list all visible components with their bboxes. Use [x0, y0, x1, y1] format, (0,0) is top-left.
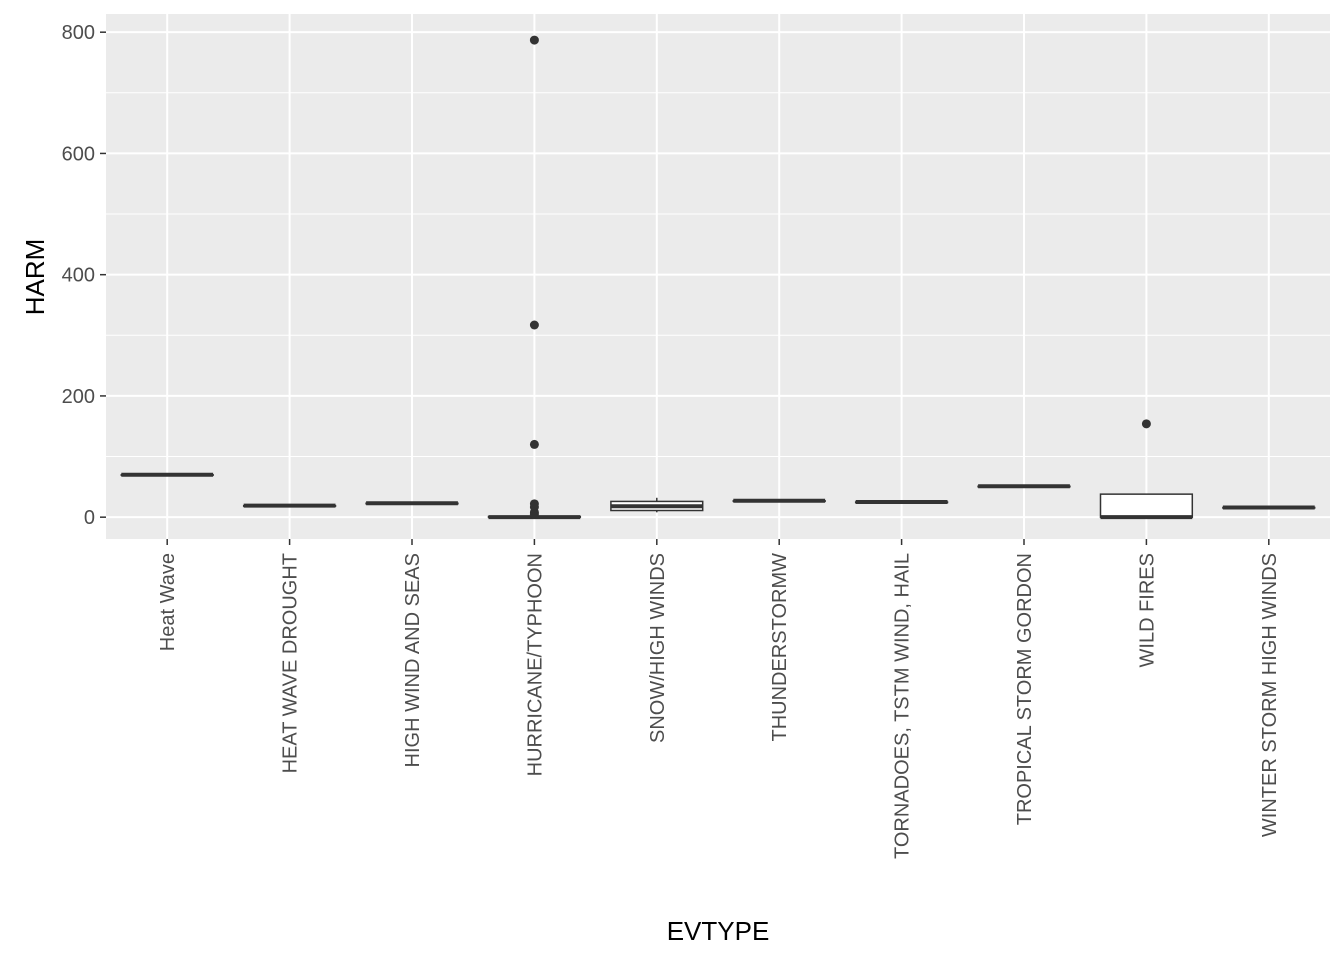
y-tick-label: 600	[62, 143, 95, 165]
boxes	[120, 35, 1316, 520]
y-axis-ticks: 0 200 400 600 800	[62, 22, 106, 529]
x-tick-label: SNOW/HIGH WINDS	[647, 553, 669, 743]
grid-lines	[106, 14, 1330, 539]
y-tick-label: 200	[62, 386, 95, 408]
box-group	[977, 484, 1071, 489]
box-group	[1099, 419, 1194, 520]
y-axis-title: HARM	[20, 239, 50, 316]
outlier-point	[529, 439, 539, 449]
x-tick-label: Heat Wave	[157, 553, 179, 651]
x-axis-title: EVTYPE	[667, 916, 770, 946]
box-group	[365, 501, 459, 506]
x-tick-label: WILD FIRES	[1136, 553, 1158, 667]
y-tick-label: 800	[62, 22, 95, 44]
box-group	[242, 503, 337, 508]
y-tick-label: 400	[62, 265, 95, 287]
y-tick-label: 0	[84, 507, 95, 529]
box-group	[854, 500, 949, 505]
outlier-point	[529, 320, 539, 330]
x-tick-label: WINTER STORM HIGH WINDS	[1259, 553, 1281, 837]
x-tick-label: HIGH WIND AND SEAS	[402, 553, 424, 767]
x-tick-label: TORNADOES, TSTM WIND, HAIL	[892, 553, 914, 859]
x-axis-ticks: Heat Wave HEAT WAVE DROUGHT HIGH WIND AND …	[157, 539, 1281, 859]
x-tick-label: THUNDERSTORMW	[769, 553, 791, 742]
box-group	[732, 498, 826, 503]
box-group	[1222, 505, 1316, 510]
box-group	[487, 35, 582, 520]
outlier-point	[529, 35, 539, 45]
x-tick-label: HURRICANE/TYPHOON	[524, 553, 546, 776]
box-group	[120, 472, 214, 477]
box-iqr	[1099, 493, 1194, 518]
x-tick-label: TROPICAL STORM GORDON	[1014, 553, 1036, 825]
plot-panel	[106, 14, 1330, 539]
outlier-point	[529, 509, 539, 519]
x-tick-label: HEAT WAVE DROUGHT	[280, 553, 302, 773]
box-group	[610, 497, 704, 513]
outlier-point	[1141, 419, 1151, 429]
